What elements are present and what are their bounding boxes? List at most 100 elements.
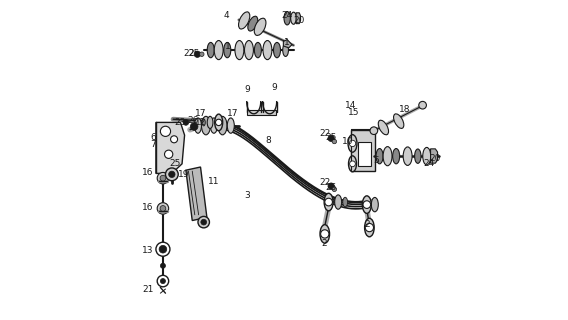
Ellipse shape [207,116,213,128]
Ellipse shape [335,195,342,209]
Text: 26: 26 [187,116,199,125]
Circle shape [332,139,337,144]
Ellipse shape [394,114,404,128]
Ellipse shape [215,114,223,131]
Circle shape [170,136,178,143]
Ellipse shape [227,118,234,133]
Polygon shape [186,167,207,220]
Polygon shape [156,123,185,173]
Circle shape [157,203,169,214]
Text: 20: 20 [429,154,441,163]
Ellipse shape [324,193,333,211]
Circle shape [215,119,222,125]
Circle shape [201,219,207,225]
Circle shape [370,127,378,134]
Ellipse shape [348,135,357,152]
Ellipse shape [284,12,290,25]
Text: 22: 22 [320,129,331,138]
Text: 15: 15 [348,108,360,117]
Text: 9: 9 [244,85,250,94]
Circle shape [160,278,165,284]
Text: 25: 25 [325,183,337,192]
Ellipse shape [362,196,371,213]
Text: 1: 1 [285,38,290,47]
Ellipse shape [210,118,218,133]
Polygon shape [283,40,292,48]
Ellipse shape [194,118,202,133]
Circle shape [328,135,335,141]
Bar [358,142,371,165]
Circle shape [160,205,166,211]
Ellipse shape [423,148,431,165]
Text: 25: 25 [325,132,337,141]
Circle shape [350,161,356,167]
Circle shape [165,150,173,158]
Ellipse shape [392,148,400,164]
Circle shape [321,230,329,238]
Ellipse shape [291,12,296,24]
Text: 17: 17 [227,109,238,118]
Circle shape [328,183,335,189]
Text: 11: 11 [207,177,219,186]
Circle shape [332,187,337,192]
Text: 12: 12 [195,118,206,127]
Circle shape [157,275,169,287]
Circle shape [160,126,170,136]
Circle shape [190,123,198,130]
Text: 20: 20 [294,16,305,25]
Text: 1: 1 [225,42,231,52]
Ellipse shape [415,149,421,163]
Ellipse shape [239,12,250,29]
Ellipse shape [235,41,244,60]
Text: 2: 2 [364,220,370,229]
Text: 5: 5 [374,156,379,164]
Ellipse shape [207,43,214,58]
Ellipse shape [224,43,231,58]
Text: 21: 21 [142,285,153,294]
Text: 2: 2 [321,239,327,248]
Text: 16: 16 [142,168,153,177]
Circle shape [159,245,167,253]
Polygon shape [431,149,437,163]
Ellipse shape [214,41,223,60]
Ellipse shape [254,43,261,58]
Circle shape [419,101,427,109]
Ellipse shape [254,18,266,36]
Text: 19: 19 [178,170,189,179]
Ellipse shape [283,44,289,56]
Ellipse shape [202,119,205,126]
Ellipse shape [365,218,374,237]
Circle shape [157,172,169,184]
Circle shape [199,52,204,56]
Ellipse shape [202,116,210,135]
Ellipse shape [378,120,389,135]
Text: 18: 18 [399,105,411,114]
Text: 9: 9 [271,84,277,92]
Bar [351,130,375,171]
Text: 25: 25 [189,49,200,58]
Text: 8: 8 [265,136,271,145]
Text: 22: 22 [320,178,331,187]
Circle shape [365,223,374,232]
Text: 7: 7 [151,140,156,149]
Text: 24: 24 [281,12,292,20]
Circle shape [363,201,371,208]
Bar [247,110,276,115]
Ellipse shape [403,147,412,165]
Circle shape [194,51,201,57]
Ellipse shape [343,197,348,207]
Text: 22: 22 [183,49,195,58]
Circle shape [160,175,166,181]
Circle shape [325,198,332,206]
Circle shape [349,140,356,147]
Circle shape [183,120,189,125]
Ellipse shape [383,147,392,166]
Circle shape [160,263,165,268]
Ellipse shape [371,197,378,212]
Polygon shape [296,13,300,24]
Text: 4: 4 [223,12,229,20]
Circle shape [165,168,178,181]
Ellipse shape [218,116,227,135]
Text: 17: 17 [195,109,206,118]
Text: 10: 10 [342,137,353,146]
